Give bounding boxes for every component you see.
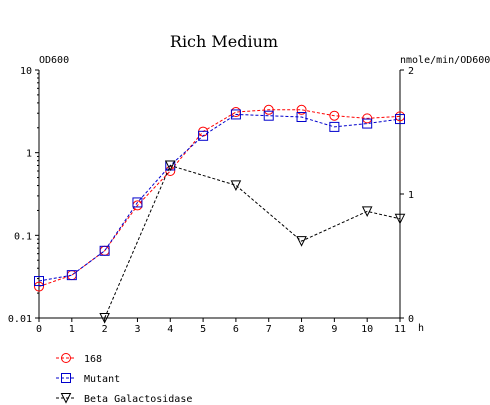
- data-point: [198, 130, 209, 141]
- data-point: [394, 213, 406, 225]
- legend-label: Mutant: [84, 374, 120, 385]
- right-tick-label: 0: [408, 314, 414, 325]
- x-tick-label: 8: [299, 324, 305, 335]
- data-point: [362, 113, 373, 124]
- x-tick-label: 3: [134, 324, 140, 335]
- legend-marker: [60, 393, 72, 404]
- series-square: [34, 109, 405, 287]
- x-tick-label: 0: [36, 324, 42, 335]
- data-point: [66, 270, 77, 281]
- x-tick-label: 5: [200, 324, 206, 335]
- legend: 168 Mutant Beta Galactosidase: [56, 353, 192, 405]
- series-line: [38, 109, 401, 288]
- x-tick-label: 2: [102, 324, 108, 335]
- data-point: [296, 112, 307, 123]
- legend-label: 168: [84, 354, 102, 365]
- right-tick-label: 2: [408, 66, 414, 77]
- data-point: [34, 281, 44, 292]
- right-tick-label: 1: [408, 190, 414, 201]
- axes: [35, 69, 404, 322]
- data-point: [66, 270, 77, 281]
- plot-area: [34, 104, 406, 324]
- data-point: [329, 110, 340, 121]
- legend-item: 168: [56, 353, 102, 365]
- x-tick-label: 1: [69, 324, 75, 335]
- left-tick-label: 0.01: [8, 314, 32, 325]
- chart-title: Rich Medium: [170, 32, 278, 51]
- tick-labels: 0 1 2 3 4 5 6 7 8 9 10 11 0.01 0.1 1 10 0 1 2: [8, 66, 414, 335]
- data-point: [395, 114, 405, 125]
- x-tick-label: 11: [394, 324, 406, 335]
- data-point: [99, 245, 110, 256]
- data-point: [296, 236, 307, 247]
- data-point: [230, 109, 241, 120]
- legend-marker: [61, 353, 71, 363]
- legend-item: Beta Galactosidase: [56, 393, 192, 405]
- left-tick-label: 0.1: [14, 231, 32, 242]
- left-tick-label: 10: [20, 66, 32, 77]
- data-point: [34, 276, 44, 287]
- data-point: [230, 180, 242, 191]
- data-point: [329, 121, 340, 132]
- data-point: [263, 104, 274, 115]
- x-tick-label: 7: [266, 324, 272, 335]
- legend-label: Beta Galactosidase: [84, 394, 192, 405]
- legend-marker: [61, 373, 71, 383]
- data-point: [263, 110, 274, 121]
- x-tick-label: 9: [331, 324, 337, 335]
- x-axis-label: h: [418, 323, 424, 334]
- left-axis-label: OD600: [39, 55, 69, 66]
- right-axis-label: nmole/min/OD600: [400, 55, 490, 66]
- data-point: [361, 206, 373, 217]
- x-tick-label: 10: [361, 324, 373, 335]
- data-point: [99, 313, 110, 324]
- data-point: [164, 160, 176, 172]
- data-point: [362, 118, 373, 129]
- series-line: [104, 164, 401, 319]
- series-line: [38, 113, 401, 282]
- x-tick-label: 6: [233, 324, 239, 335]
- x-tick-label: 4: [167, 324, 173, 335]
- data-point: [296, 104, 307, 115]
- series-triangle-down: [99, 160, 406, 324]
- data-point: [132, 197, 143, 208]
- series-circle: [34, 104, 405, 292]
- left-tick-label: 1: [26, 149, 32, 160]
- legend-item: Mutant: [56, 373, 120, 385]
